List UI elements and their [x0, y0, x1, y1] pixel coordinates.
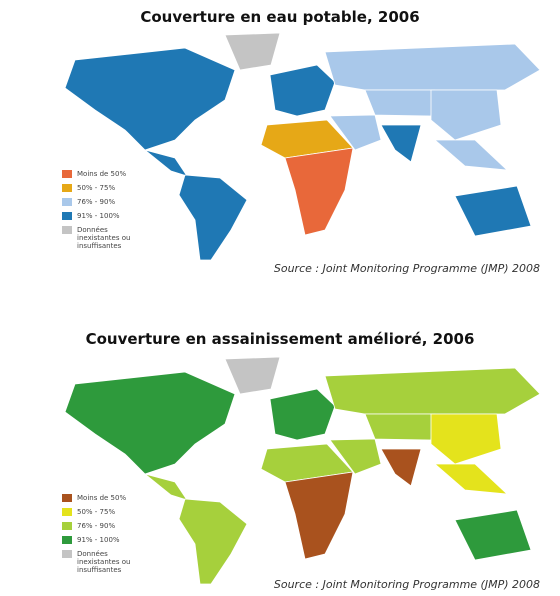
legend-label: Moins de 50% — [77, 170, 127, 178]
world-map — [64, 32, 541, 261]
legend-item: 91% - 100% — [62, 536, 142, 544]
central-america — [144, 149, 188, 177]
india — [380, 448, 422, 487]
russia — [324, 367, 541, 415]
source: Source : Joint Monitoring Programme (JMP… — [273, 262, 540, 275]
legend: Moins de 50% 50% - 75% 76% - 90% 91% - 100%… — [62, 170, 142, 256]
south-america — [178, 498, 248, 584]
south-america — [178, 174, 248, 261]
legend-swatch — [62, 226, 72, 234]
legend-label: 50% - 75% — [77, 508, 116, 516]
central-asia — [364, 89, 436, 117]
legend-label: 50% - 75% — [77, 184, 116, 192]
legend-label: 76% - 90% — [77, 522, 116, 530]
regions — [64, 32, 541, 261]
china — [430, 89, 502, 141]
map-title: Couverture en assainissement amélioré, 2… — [85, 330, 475, 348]
source: Source : Joint Monitoring Programme (JMP… — [273, 578, 540, 591]
legend-swatch — [62, 522, 72, 530]
legend-label: 91% - 100% — [77, 212, 120, 220]
australia — [454, 509, 532, 561]
legend-label: 76% - 90% — [77, 198, 116, 206]
legend: Moins de 50% 50% - 75% 76% - 90% 91% - 100%… — [62, 494, 142, 580]
legend-swatch — [62, 494, 72, 502]
middle-east — [329, 114, 382, 151]
middle-east — [329, 438, 382, 475]
regions — [64, 356, 541, 584]
legend-swatch — [62, 170, 72, 178]
central-america — [144, 473, 188, 501]
map-title: Couverture en eau potable, 2006 — [140, 8, 420, 26]
legend-label: 91% - 100% — [77, 536, 120, 544]
north-america — [64, 371, 236, 475]
legend-item: 50% - 75% — [62, 184, 142, 192]
world-map — [64, 356, 541, 584]
europe — [269, 388, 336, 441]
greenland — [224, 32, 281, 71]
sub-saharan-africa — [284, 471, 354, 560]
legend-item: 76% - 90% — [62, 522, 142, 530]
china — [430, 413, 502, 465]
legend-label: Données inexistantes ou insuffisantes — [77, 550, 131, 574]
legend-swatch — [62, 508, 72, 516]
legend-label: Données inexistantes ou insuffisantes — [77, 226, 131, 250]
central-asia — [364, 413, 436, 441]
india — [380, 124, 422, 163]
legend-swatch — [62, 184, 72, 192]
greenland — [224, 356, 281, 395]
legend-item: 91% - 100% — [62, 212, 142, 220]
legend-item: Données inexistantes ou insuffisantes — [62, 226, 142, 250]
legend-swatch — [62, 198, 72, 206]
legend-item: Données inexistantes ou insuffisantes — [62, 550, 142, 574]
legend-item: Moins de 50% — [62, 494, 142, 502]
north-america — [64, 47, 236, 151]
southeast-asia — [433, 463, 509, 495]
legend-swatch — [62, 550, 72, 558]
legend-label: Moins de 50% — [77, 494, 127, 502]
australia — [454, 185, 532, 237]
legend-swatch — [62, 212, 72, 220]
southeast-asia — [433, 139, 509, 171]
legend-item: 76% - 90% — [62, 198, 142, 206]
russia — [324, 43, 541, 91]
sub-saharan-africa — [284, 147, 354, 236]
legend-item: Moins de 50% — [62, 170, 142, 178]
europe — [269, 64, 336, 117]
legend-item: 50% - 75% — [62, 508, 142, 516]
legend-swatch — [62, 536, 72, 544]
